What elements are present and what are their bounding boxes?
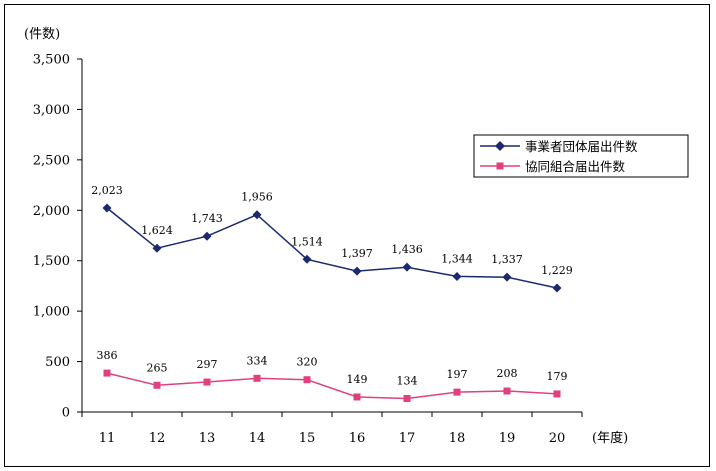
series-1-data-label: 1,229 (541, 264, 573, 277)
y-tick-label: 1,000 (33, 305, 70, 320)
legend: 事業者団体届出件数 協同組合届出件数 (473, 134, 689, 178)
legend-label-series-1: 事業者団体届出件数 (525, 139, 638, 154)
series-1-data-label: 1,397 (341, 247, 373, 260)
series-1-data-label: 1,743 (191, 212, 223, 225)
legend-marker-series-2 (496, 162, 504, 170)
x-tick-label: 14 (249, 431, 266, 446)
series-2-point (553, 390, 561, 398)
series-1-line (106, 207, 558, 289)
x-axis-ticks: 11 12 13 14 15 16 17 18 19 20 (81, 412, 583, 446)
series-2-point (503, 387, 511, 395)
x-axis-unit-label: (年度) (592, 430, 628, 446)
series-2-data-label: 297 (197, 358, 218, 371)
x-tick-label: 17 (399, 431, 416, 446)
series-2-point (303, 376, 311, 384)
y-axis-unit-label: (件数) (24, 27, 60, 42)
y-tick-label: 3,500 (33, 53, 70, 68)
series-2-data-label: 208 (497, 367, 518, 380)
series-1-point (302, 254, 312, 264)
x-tick-label: 19 (499, 431, 516, 446)
series-2-data-label: 149 (347, 373, 368, 386)
series-2-data-label: 134 (397, 374, 418, 387)
x-tick-label: 11 (99, 431, 116, 446)
legend-marker-series-1 (495, 141, 505, 151)
series-2-point (203, 378, 211, 386)
series-2-data-label: 320 (297, 356, 318, 369)
series-2-data-label: 265 (147, 361, 168, 374)
y-tick-label: 0 (62, 406, 70, 421)
series-2-point (403, 394, 411, 402)
x-tick-label: 16 (349, 431, 366, 446)
series-2-point (253, 374, 261, 382)
series-1-data-label: 1,436 (391, 243, 423, 256)
series-1-data-label: 1,956 (241, 191, 273, 204)
series-2-point (103, 369, 111, 377)
x-tick-label: 15 (299, 431, 316, 446)
series-2-line (106, 372, 558, 400)
x-tick-label: 20 (549, 431, 566, 446)
series-1-point (452, 271, 462, 281)
y-axis-ticks: 0 500 1,000 1,500 2,000 2,500 3,000 3,500 (33, 53, 82, 421)
series-1-point (552, 283, 562, 293)
series-2-data-label: 386 (97, 349, 118, 362)
series-2-point (453, 388, 461, 396)
series-layer: 2,023 1,624 1,743 1,956 1,514 1,397 1,436 1,344… (91, 184, 573, 402)
series-1-point (352, 266, 362, 276)
y-tick-label: 3,000 (33, 103, 70, 118)
series-1-data-label: 2,023 (91, 184, 123, 197)
series-1-point (402, 262, 412, 272)
series-2-data-label: 179 (547, 370, 568, 383)
series-2-point (353, 393, 361, 401)
series-2-data-label: 334 (247, 354, 268, 367)
chart-frame (4, 4, 710, 467)
series-1-point (152, 243, 162, 253)
x-tick-label: 18 (449, 431, 466, 446)
x-tick-label: 12 (149, 431, 166, 446)
series-1-data-label: 1,344 (441, 252, 473, 265)
series-1-data-label: 1,337 (491, 253, 523, 266)
series-2: 386 265 297 334 320 149 134 197 208 179 (97, 349, 568, 402)
legend-box (473, 134, 689, 178)
series-2-point (153, 381, 161, 389)
series-1-point (502, 272, 512, 282)
legend-label-series-2: 協同組合届出件数 (525, 159, 626, 174)
series-1-data-label: 1,624 (141, 224, 173, 237)
series-1-point (202, 231, 212, 241)
x-tick-label: 13 (199, 431, 216, 446)
y-tick-label: 2,500 (33, 153, 70, 168)
y-tick-label: 1,500 (33, 254, 70, 269)
series-1-point (252, 210, 262, 220)
y-tick-label: 500 (45, 355, 70, 370)
series-1-data-label: 1,514 (291, 235, 323, 248)
series-2-data-label: 197 (447, 368, 468, 381)
series-1-point (102, 203, 112, 213)
y-tick-label: 2,000 (33, 204, 70, 219)
series-1: 2,023 1,624 1,743 1,956 1,514 1,397 1,436 1,344… (91, 184, 573, 293)
